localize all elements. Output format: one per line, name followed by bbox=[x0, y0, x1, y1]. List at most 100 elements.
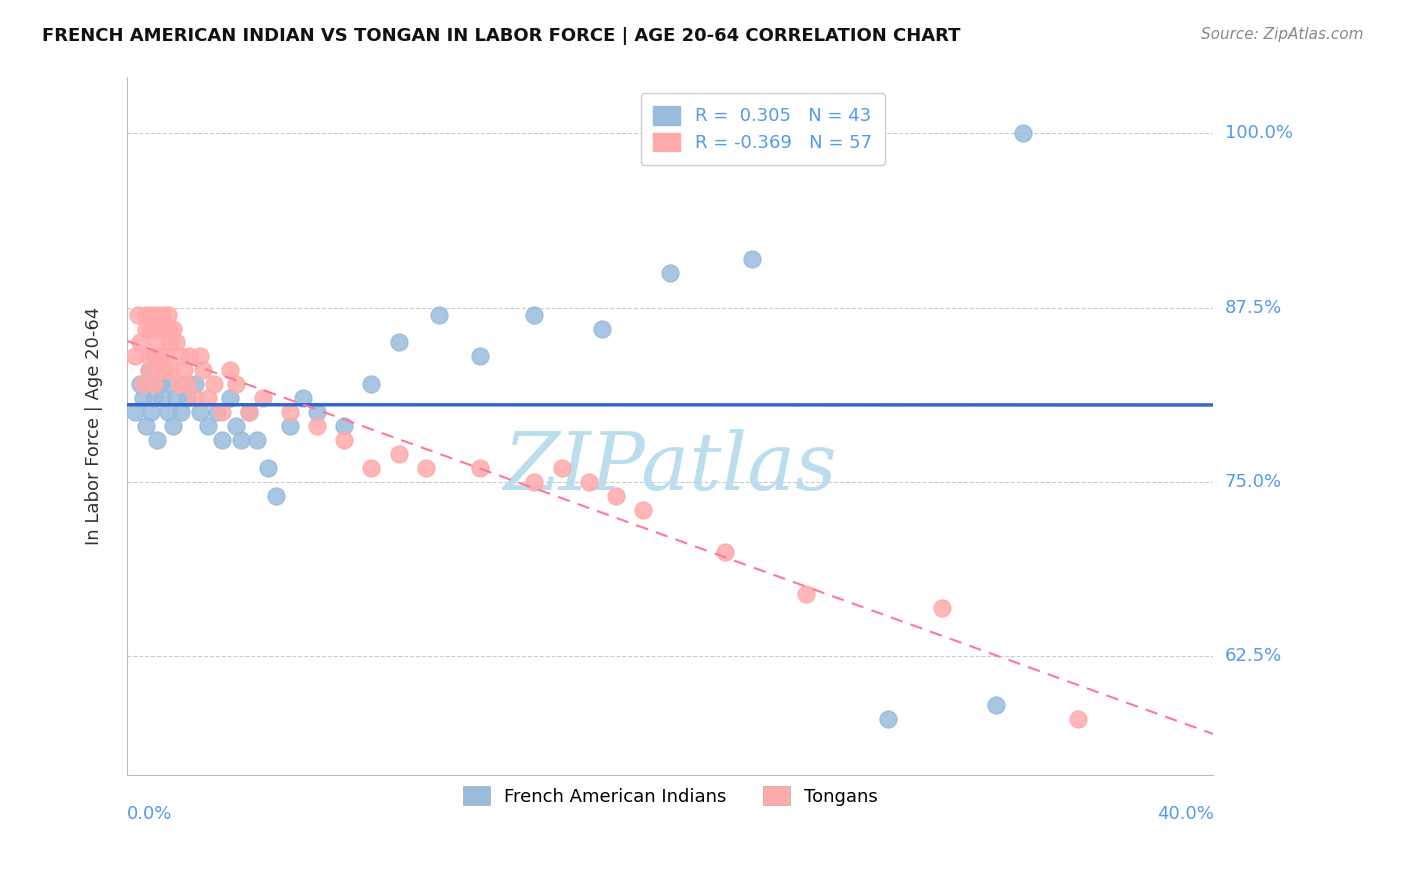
Text: 62.5%: 62.5% bbox=[1225, 648, 1282, 665]
Text: FRENCH AMERICAN INDIAN VS TONGAN IN LABOR FORCE | AGE 20-64 CORRELATION CHART: FRENCH AMERICAN INDIAN VS TONGAN IN LABO… bbox=[42, 27, 960, 45]
Text: Source: ZipAtlas.com: Source: ZipAtlas.com bbox=[1201, 27, 1364, 42]
Point bbox=[238, 405, 260, 419]
Point bbox=[794, 586, 817, 600]
Point bbox=[173, 363, 195, 377]
Point bbox=[138, 363, 160, 377]
Point bbox=[876, 712, 898, 726]
Point bbox=[159, 363, 181, 377]
Point bbox=[153, 350, 176, 364]
Point bbox=[252, 392, 274, 406]
Point bbox=[146, 433, 169, 447]
Text: 40.0%: 40.0% bbox=[1157, 805, 1213, 823]
Point bbox=[246, 433, 269, 447]
Point bbox=[205, 405, 228, 419]
Point bbox=[141, 308, 163, 322]
Text: ZIPatlas: ZIPatlas bbox=[503, 429, 837, 507]
Point bbox=[659, 266, 682, 280]
Point bbox=[188, 350, 211, 364]
Point bbox=[211, 433, 233, 447]
Point bbox=[148, 377, 170, 392]
Point bbox=[170, 405, 193, 419]
Point bbox=[165, 392, 187, 406]
Point bbox=[468, 461, 491, 475]
Point bbox=[197, 419, 219, 434]
Point bbox=[415, 461, 437, 475]
Point bbox=[202, 377, 225, 392]
Point bbox=[150, 308, 173, 322]
Point bbox=[191, 363, 214, 377]
Point bbox=[427, 308, 450, 322]
Point bbox=[167, 377, 190, 392]
Point bbox=[591, 321, 613, 335]
Point bbox=[578, 475, 600, 489]
Point bbox=[631, 503, 654, 517]
Point bbox=[165, 335, 187, 350]
Point bbox=[257, 461, 280, 475]
Point bbox=[197, 392, 219, 406]
Point bbox=[713, 545, 735, 559]
Point bbox=[468, 350, 491, 364]
Point bbox=[150, 321, 173, 335]
Point bbox=[1012, 126, 1035, 140]
Point bbox=[219, 392, 242, 406]
Point bbox=[523, 308, 546, 322]
Point bbox=[143, 392, 166, 406]
Point bbox=[132, 392, 155, 406]
Point bbox=[132, 377, 155, 392]
Point bbox=[211, 405, 233, 419]
Text: 87.5%: 87.5% bbox=[1225, 299, 1282, 317]
Point bbox=[159, 377, 181, 392]
Point bbox=[146, 308, 169, 322]
Point bbox=[156, 405, 179, 419]
Point bbox=[138, 363, 160, 377]
Point bbox=[225, 419, 247, 434]
Legend: French American Indians, Tongans: French American Indians, Tongans bbox=[454, 777, 887, 814]
Point bbox=[135, 321, 157, 335]
Point bbox=[278, 405, 301, 419]
Point bbox=[127, 308, 149, 322]
Point bbox=[176, 377, 198, 392]
Point bbox=[360, 461, 382, 475]
Point bbox=[225, 377, 247, 392]
Point bbox=[307, 405, 329, 419]
Point bbox=[931, 600, 953, 615]
Point bbox=[1066, 712, 1088, 726]
Point bbox=[387, 335, 409, 350]
Point bbox=[307, 419, 329, 434]
Point bbox=[523, 475, 546, 489]
Point bbox=[124, 350, 146, 364]
Point bbox=[135, 419, 157, 434]
Point bbox=[179, 350, 201, 364]
Point bbox=[184, 377, 207, 392]
Text: 100.0%: 100.0% bbox=[1225, 124, 1292, 142]
Point bbox=[138, 350, 160, 364]
Point bbox=[162, 419, 184, 434]
Point bbox=[135, 308, 157, 322]
Point bbox=[129, 377, 152, 392]
Point bbox=[153, 363, 176, 377]
Point bbox=[141, 321, 163, 335]
Point bbox=[229, 433, 252, 447]
Point bbox=[156, 321, 179, 335]
Point bbox=[184, 392, 207, 406]
Point bbox=[605, 489, 627, 503]
Y-axis label: In Labor Force | Age 20-64: In Labor Force | Age 20-64 bbox=[86, 307, 103, 545]
Point bbox=[176, 392, 198, 406]
Point bbox=[150, 392, 173, 406]
Point bbox=[148, 350, 170, 364]
Text: 0.0%: 0.0% bbox=[127, 805, 173, 823]
Point bbox=[219, 363, 242, 377]
Point bbox=[550, 461, 572, 475]
Point bbox=[360, 377, 382, 392]
Point bbox=[159, 335, 181, 350]
Text: 75.0%: 75.0% bbox=[1225, 473, 1282, 491]
Point bbox=[188, 405, 211, 419]
Point bbox=[146, 335, 169, 350]
Point bbox=[124, 405, 146, 419]
Point bbox=[148, 363, 170, 377]
Point bbox=[387, 447, 409, 461]
Point bbox=[278, 419, 301, 434]
Point bbox=[266, 489, 288, 503]
Point bbox=[238, 405, 260, 419]
Point bbox=[333, 419, 356, 434]
